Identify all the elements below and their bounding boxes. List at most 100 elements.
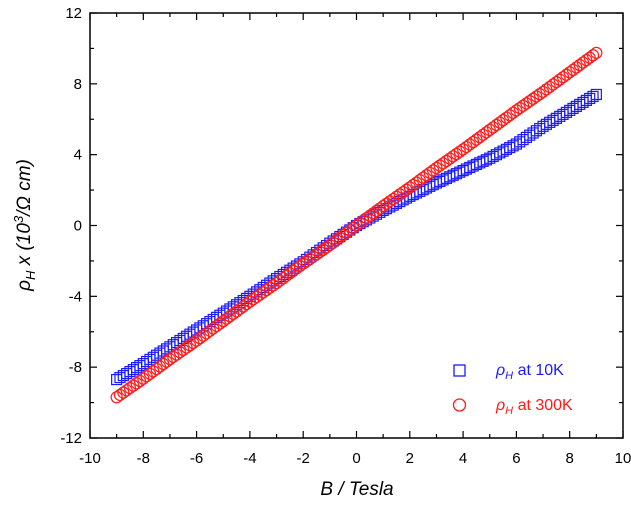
y-tick-label: 0: [74, 218, 82, 235]
x-tick-label: 6: [512, 450, 520, 467]
x-tick-label: -10: [79, 450, 101, 467]
x-tick-label: 10: [615, 450, 631, 467]
legend: ρH at 10K ρH at 300K: [452, 362, 573, 417]
legend-label-300k: ρH at 300K: [495, 397, 573, 417]
data-point-fill: [437, 157, 450, 170]
data-point-fill: [300, 255, 313, 268]
data-point-fill: [131, 362, 143, 374]
data-point-fill: [133, 374, 147, 388]
data-point: [137, 358, 149, 370]
data-point-fill: [393, 188, 406, 201]
data-point-fill: [124, 365, 136, 378]
data-point-fill: [157, 345, 169, 357]
data-point: [110, 391, 123, 404]
data-point-fill: [504, 141, 516, 154]
y-tick-label: 8: [74, 76, 82, 93]
y-axis-title-superscript: 3: [11, 215, 26, 223]
x-tick-label: 0: [352, 450, 360, 467]
data-point-fill: [253, 288, 266, 301]
data-point-fill: [127, 379, 140, 392]
data-point-fill: [313, 245, 326, 259]
data-point-fill: [557, 108, 569, 120]
data-point-fill: [534, 122, 546, 135]
y-tick-label: 4: [74, 147, 82, 164]
data-point-fill: [427, 164, 440, 177]
data-point-fill: [257, 286, 270, 299]
data-point-fill: [400, 183, 413, 196]
data-point-fill: [130, 377, 143, 390]
y-axis-title-subscript: H: [23, 270, 38, 280]
data-point-fill: [373, 202, 386, 215]
data-point-fill: [587, 90, 599, 103]
data-point-fill: [584, 92, 596, 105]
data-point-fill: [317, 243, 330, 256]
x-tick-label: -2: [297, 450, 310, 467]
data-point-fill: [123, 381, 137, 395]
data-point-fill: [507, 140, 519, 152]
data-point-fill: [397, 185, 410, 199]
data-point-fill: [151, 349, 163, 361]
data-point-fill: [293, 259, 306, 273]
data-point-fill: [567, 102, 579, 115]
data-point-fill: [526, 92, 540, 105]
data-point-fill: [453, 145, 466, 158]
y-axis-title-tail: /Ω cm): [14, 159, 35, 218]
y-axis-title-symbol: ρ: [14, 280, 35, 292]
data-point-fill: [450, 147, 463, 161]
data-point-fill: [520, 97, 533, 110]
data-point-fill: [440, 154, 453, 168]
data-point-fill: [383, 195, 396, 208]
data-point-fill: [513, 101, 526, 115]
data-point-fill: [161, 343, 173, 355]
data-point: [590, 46, 603, 59]
data-point-fill: [570, 100, 582, 113]
data-point-fill: [247, 293, 260, 306]
data-point-fill: [167, 350, 180, 363]
data-point-fill: [134, 360, 146, 372]
data-point-fill: [240, 297, 253, 311]
x-tick-label: 2: [406, 450, 414, 467]
data-point-fill: [574, 98, 586, 111]
data-point-fill: [544, 116, 556, 128]
data-point-fill: [523, 94, 536, 108]
legend-10k-symbol: ρ: [495, 362, 505, 379]
data-point-fill: [117, 369, 129, 382]
series-layer: [110, 46, 603, 404]
data-point-fill: [144, 353, 156, 366]
series-10k: [111, 88, 602, 386]
legend-300k-symbol: ρ: [495, 397, 505, 414]
data-point-fill: [554, 110, 566, 122]
data-point-fill: [121, 367, 133, 380]
data-point-fill: [303, 252, 316, 266]
data-point-fill: [267, 279, 280, 292]
data-point: [377, 199, 390, 213]
series-300k: [110, 46, 603, 404]
data-point-fill: [154, 347, 166, 359]
x-tick-label: 8: [566, 450, 574, 467]
data-point-fill: [177, 343, 190, 357]
legend-label-10k: ρH at 10K: [495, 362, 564, 382]
data-point: [163, 353, 177, 366]
ticks-layer: [89, 12, 624, 439]
legend-300k-subscript: H: [505, 405, 513, 417]
y-tick-label: 12: [65, 5, 82, 22]
data-point: [537, 120, 549, 132]
x-tick-label: -6: [190, 450, 203, 467]
y-axis-title: ρH x (103/Ω cm): [11, 159, 38, 292]
data-point-fill: [540, 118, 552, 130]
y-tick-label: -12: [60, 430, 82, 447]
data-point-fill: [183, 339, 197, 352]
data-point-fill: [390, 190, 403, 203]
data-point-fill: [506, 106, 520, 119]
data-point-fill: [577, 96, 589, 109]
data-point-fill: [533, 88, 546, 101]
legend-marker-10k: [453, 364, 466, 377]
data-point-fill: [180, 341, 193, 354]
y-tick-label: -8: [69, 359, 82, 376]
legend-300k-text: at 300K: [513, 397, 573, 414]
data-point-fill: [170, 348, 183, 361]
data-point-fill: [387, 192, 400, 206]
y-tick-label: -4: [69, 288, 82, 305]
data-point-fill: [147, 351, 159, 363]
